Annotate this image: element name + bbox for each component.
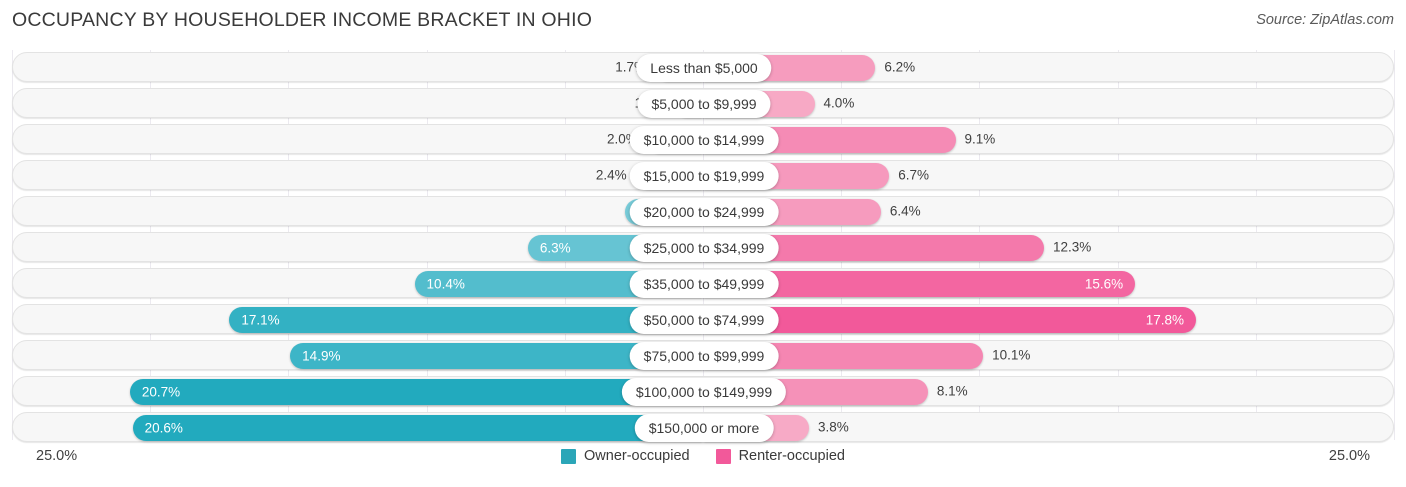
category-label: $35,000 to $49,999 xyxy=(629,270,779,298)
chart-row[interactable]: 1.7% 6.2% Less than $5,000 xyxy=(12,52,1394,82)
owner-occupied-value: 20.7% xyxy=(141,384,181,400)
chart-header: OCCUPANCY BY HOUSEHOLDER INCOME BRACKET … xyxy=(0,0,1406,44)
owner-occupied-value: 2.4% xyxy=(595,167,627,183)
owner-occupied-value: 10.4% xyxy=(426,276,465,292)
legend-item[interactable]: Owner-occupied xyxy=(561,448,690,464)
renter-occupied-value: 10.1% xyxy=(992,347,1031,363)
renter-occupied-value: 3.8% xyxy=(818,419,849,435)
chart-row[interactable]: 14.9% 10.1% $75,000 to $99,999 xyxy=(12,340,1394,370)
renter-occupied-value: 8.1% xyxy=(936,383,968,399)
renter-occupied-value: 6.4% xyxy=(889,203,921,219)
chart-legend: Owner-occupied Renter-occupied xyxy=(0,448,1406,464)
category-label: Less than $5,000 xyxy=(636,54,772,82)
axis-tick-left: 25.0% xyxy=(36,448,78,464)
category-label: $50,000 to $74,999 xyxy=(629,306,779,334)
chart-row[interactable]: 20.7% 8.1% $100,000 to $149,999 xyxy=(12,376,1394,406)
axis-tick-right: 25.0% xyxy=(1328,448,1370,464)
owner-occupied-value: 14.9% xyxy=(302,348,341,364)
category-label: $75,000 to $99,999 xyxy=(629,342,779,370)
renter-occupied-value: 15.6% xyxy=(1084,276,1124,292)
chart-row[interactable]: 20.6% 3.8% $150,000 or more xyxy=(12,412,1394,442)
owner-occupied-swatch-icon xyxy=(561,448,576,464)
renter-occupied-value: 4.0% xyxy=(823,95,855,111)
category-label: $150,000 or more xyxy=(634,414,774,442)
source-attribution: Source: ZipAtlas.com xyxy=(1256,12,1394,28)
legend-item-label: Owner-occupied xyxy=(584,448,690,464)
renter-occupied-bar[interactable]: 17.8% xyxy=(704,307,1196,333)
owner-occupied-value: 6.3% xyxy=(539,240,571,256)
chart-row[interactable]: 17.1% 17.8% $50,000 to $74,999 xyxy=(12,304,1394,334)
chart-plot-area: 1.7%6.2%Less than $5,0001.0%4.0%$5,000 t… xyxy=(0,50,1406,442)
renter-occupied-value: 17.8% xyxy=(1145,312,1184,328)
owner-occupied-bar[interactable]: 20.6% xyxy=(132,415,702,441)
gridline xyxy=(1394,50,1395,440)
chart-row[interactable]: 6.3% 12.3% $25,000 to $34,999 xyxy=(12,232,1394,262)
legend-item[interactable]: Renter-occupied xyxy=(715,448,845,464)
chart-row[interactable]: 1.0%4.0%$5,000 to $9,999 xyxy=(12,88,1394,118)
chart-row[interactable]: 2.8%6.4%$20,000 to $24,999 xyxy=(12,196,1394,226)
legend-item-label: Renter-occupied xyxy=(738,448,845,464)
category-label: $10,000 to $14,999 xyxy=(629,126,779,154)
owner-occupied-bar[interactable]: 20.7% xyxy=(129,379,702,405)
renter-occupied-swatch-icon xyxy=(715,448,731,464)
category-label: $20,000 to $24,999 xyxy=(629,198,779,226)
category-label: $15,000 to $19,999 xyxy=(629,162,779,190)
owner-occupied-value: 17.1% xyxy=(241,312,280,328)
chart-row[interactable]: 2.4% 6.7% $15,000 to $19,999 xyxy=(12,160,1394,190)
chart-footer: 25.0% 25.0% Owner-occupied Renter-occupie… xyxy=(0,440,1406,487)
chart-row[interactable]: 2.0% 9.1% $10,000 to $14,999 xyxy=(12,124,1394,154)
renter-occupied-value: 12.3% xyxy=(1052,239,1092,255)
renter-occupied-value: 6.7% xyxy=(898,167,929,183)
owner-occupied-value: 20.6% xyxy=(144,420,183,436)
category-label: $25,000 to $34,999 xyxy=(629,234,779,262)
page-title: OCCUPANCY BY HOUSEHOLDER INCOME BRACKET … xyxy=(12,9,593,31)
renter-occupied-value: 6.2% xyxy=(884,59,916,75)
category-label: $100,000 to $149,999 xyxy=(621,378,787,406)
category-label: $5,000 to $9,999 xyxy=(637,90,771,118)
chart-row[interactable]: 10.4% 15.6% $35,000 to $49,999 xyxy=(12,268,1394,298)
owner-occupied-bar[interactable]: 17.1% xyxy=(229,307,702,333)
renter-occupied-value: 9.1% xyxy=(964,131,996,147)
